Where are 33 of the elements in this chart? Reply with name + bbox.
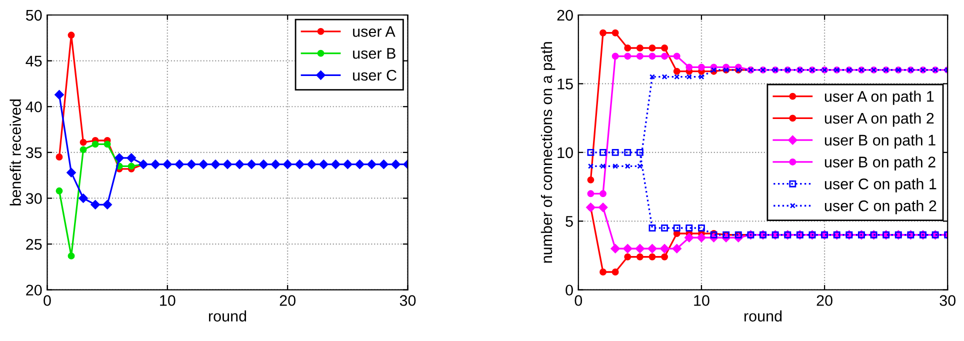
legend-label: user A on path 1 xyxy=(824,90,934,105)
x-tick-label: 0 xyxy=(574,295,582,306)
y-tick-label: 50 xyxy=(26,10,42,21)
legend-label: user C on path 2 xyxy=(824,200,936,214)
y-tick-label: 40 xyxy=(26,101,42,112)
x-tick-label: 10 xyxy=(694,295,710,306)
x-axis-title: round xyxy=(208,310,246,322)
legend-label: user B on path 2 xyxy=(824,156,936,170)
y-axis-title: benefit received xyxy=(10,99,21,206)
y-axis-title: number of connections on a path xyxy=(540,42,556,263)
legend-label: user B xyxy=(353,48,396,59)
y-tick-label: 20 xyxy=(557,10,573,21)
x-tick-label: 20 xyxy=(816,295,832,306)
legend-label: user C on path 1 xyxy=(824,178,936,192)
legend-label: user B on path 1 xyxy=(824,134,936,149)
y-tick-label: 45 xyxy=(26,56,42,66)
x-tick-label: 10 xyxy=(160,295,176,306)
x-axis-title: round xyxy=(744,310,782,322)
x-tick-label: 30 xyxy=(400,295,416,306)
legend-label: user A on path 2 xyxy=(824,112,934,127)
y-tick-label: 0 xyxy=(566,284,573,296)
y-tick-label: 5 xyxy=(566,216,573,227)
x-tick-label: 0 xyxy=(44,295,51,306)
y-tick-label: 25 xyxy=(26,238,42,250)
legend-label: user A xyxy=(353,26,396,37)
x-tick-label: 20 xyxy=(280,295,296,306)
y-tick-label: 30 xyxy=(26,193,42,204)
y-tick-label: 20 xyxy=(26,284,42,296)
y-tick-label: 35 xyxy=(26,147,42,158)
y-tick-label: 15 xyxy=(558,78,573,90)
x-tick-label: 30 xyxy=(940,295,956,306)
legend-label: user C xyxy=(353,70,396,81)
y-tick-label: 10 xyxy=(558,147,573,158)
